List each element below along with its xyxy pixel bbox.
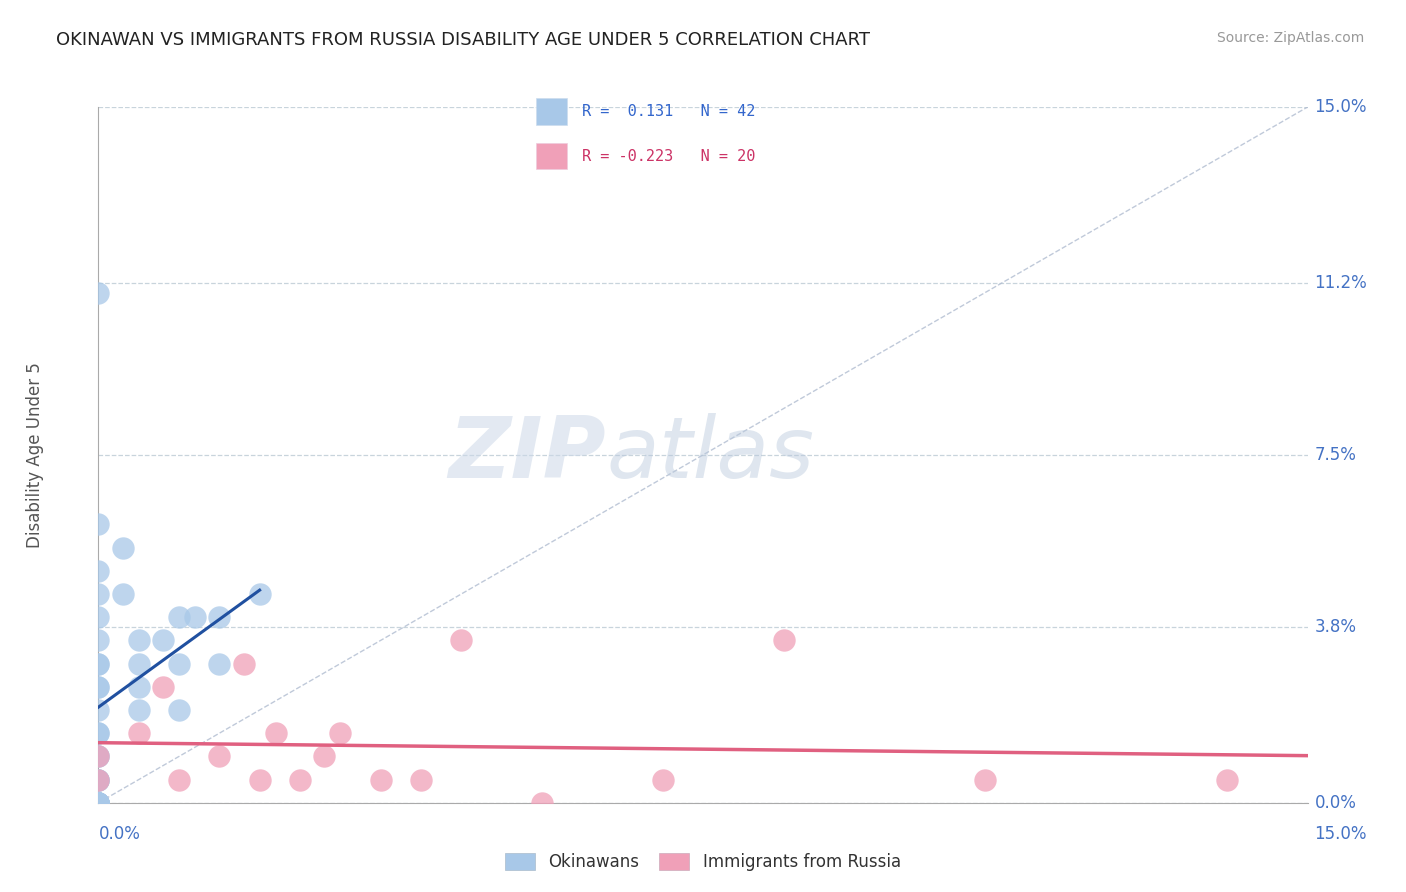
Point — [87, 703, 110, 717]
Point — [128, 680, 150, 694]
Point — [87, 285, 110, 300]
FancyBboxPatch shape — [536, 98, 567, 125]
Point — [87, 726, 110, 740]
Point — [167, 657, 190, 671]
Point — [87, 796, 110, 810]
Point — [128, 633, 150, 648]
Text: Disability Age Under 5: Disability Age Under 5 — [27, 362, 44, 548]
Text: 11.2%: 11.2% — [1315, 275, 1368, 293]
Point — [87, 657, 110, 671]
Point — [128, 657, 150, 671]
Point — [208, 657, 231, 671]
FancyBboxPatch shape — [536, 143, 567, 169]
Text: 15.0%: 15.0% — [1315, 98, 1367, 116]
Point — [370, 772, 392, 787]
Point — [111, 587, 134, 601]
Point — [1216, 772, 1239, 787]
Point — [87, 657, 110, 671]
Point — [87, 772, 110, 787]
Point — [232, 657, 254, 671]
Point — [87, 796, 110, 810]
Point — [87, 796, 110, 810]
Point — [288, 772, 311, 787]
Point — [87, 680, 110, 694]
Point — [264, 726, 287, 740]
Legend: Okinawans, Immigrants from Russia: Okinawans, Immigrants from Russia — [499, 847, 907, 878]
Point — [249, 587, 271, 601]
Text: Source: ZipAtlas.com: Source: ZipAtlas.com — [1216, 31, 1364, 45]
Point — [87, 796, 110, 810]
Point — [87, 587, 110, 601]
Point — [208, 610, 231, 624]
Text: 3.8%: 3.8% — [1315, 617, 1357, 635]
Point — [450, 633, 472, 648]
Point — [87, 517, 110, 532]
Text: ZIP: ZIP — [449, 413, 606, 497]
Point — [530, 796, 553, 810]
Point — [111, 541, 134, 555]
Text: R = -0.223   N = 20: R = -0.223 N = 20 — [582, 149, 755, 164]
Point — [87, 749, 110, 764]
Point — [208, 749, 231, 764]
Point — [974, 772, 997, 787]
Point — [87, 796, 110, 810]
Text: atlas: atlas — [606, 413, 814, 497]
Point — [87, 796, 110, 810]
Point — [314, 749, 336, 764]
Text: R =  0.131   N = 42: R = 0.131 N = 42 — [582, 104, 755, 120]
Point — [87, 796, 110, 810]
Text: 15.0%: 15.0% — [1315, 825, 1367, 843]
Point — [87, 796, 110, 810]
Point — [329, 726, 352, 740]
Point — [128, 726, 150, 740]
Point — [128, 703, 150, 717]
Point — [87, 749, 110, 764]
Text: OKINAWAN VS IMMIGRANTS FROM RUSSIA DISABILITY AGE UNDER 5 CORRELATION CHART: OKINAWAN VS IMMIGRANTS FROM RUSSIA DISAB… — [56, 31, 870, 49]
Point — [87, 564, 110, 578]
Text: 0.0%: 0.0% — [98, 825, 141, 843]
Point — [87, 749, 110, 764]
Point — [87, 610, 110, 624]
Text: 7.5%: 7.5% — [1315, 446, 1357, 464]
Point — [152, 680, 174, 694]
Point — [167, 703, 190, 717]
Point — [87, 796, 110, 810]
Point — [167, 610, 190, 624]
Point — [184, 610, 207, 624]
Point — [87, 680, 110, 694]
Point — [87, 726, 110, 740]
Point — [167, 772, 190, 787]
Point — [87, 772, 110, 787]
Point — [772, 633, 794, 648]
Point — [409, 772, 432, 787]
Point — [87, 796, 110, 810]
Point — [87, 772, 110, 787]
Point — [249, 772, 271, 787]
Point — [87, 633, 110, 648]
Point — [651, 772, 673, 787]
Text: 0.0%: 0.0% — [1315, 794, 1357, 812]
Point — [152, 633, 174, 648]
Point — [87, 772, 110, 787]
